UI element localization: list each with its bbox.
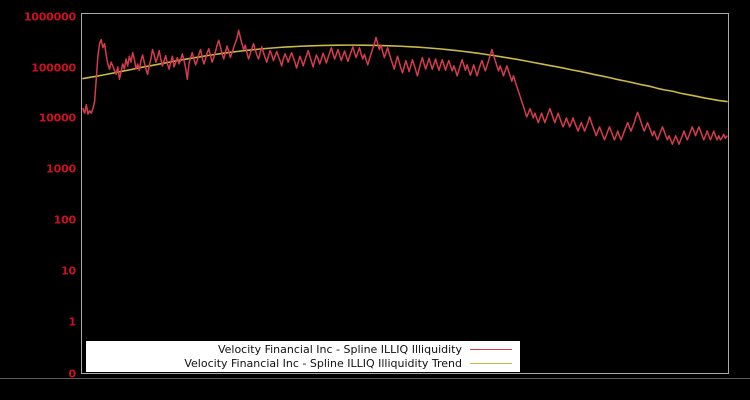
y-axis-tick-label: 100000	[31, 61, 76, 75]
legend-swatch-trend-icon	[470, 363, 512, 364]
legend-entry-trend: Velocity Financial Inc - Spline ILLIQ Il…	[86, 357, 520, 371]
bottom-divider	[0, 378, 750, 379]
y-axis-tick-label: 1000000	[23, 10, 76, 24]
legend-entry-series: Velocity Financial Inc - Spline ILLIQ Il…	[86, 343, 520, 357]
trend-line-series	[82, 44, 728, 103]
legend-swatch-series-icon	[470, 349, 512, 350]
y-axis-tick-label: 10000	[38, 111, 76, 125]
y-axis-tick-label: 10	[61, 264, 76, 278]
y-axis-tick-label: 100	[53, 213, 77, 227]
plot-svg	[82, 29, 728, 145]
legend-label-trend: Velocity Financial Inc - Spline ILLIQ Il…	[184, 356, 462, 370]
y-axis: 1000000 100000 10000 1000 100 10 1 0	[0, 0, 76, 400]
y-axis-tick-label: 0	[68, 367, 77, 381]
legend-label-series: Velocity Financial Inc - Spline ILLIQ Il…	[217, 342, 462, 356]
y-axis-tick-label: 1	[68, 315, 77, 329]
plot-area	[81, 13, 729, 374]
y-axis-tick-label: 1000	[46, 162, 76, 176]
illiquidity-line-series	[82, 29, 728, 145]
chart-legend: Velocity Financial Inc - Spline ILLIQ Il…	[86, 341, 520, 372]
